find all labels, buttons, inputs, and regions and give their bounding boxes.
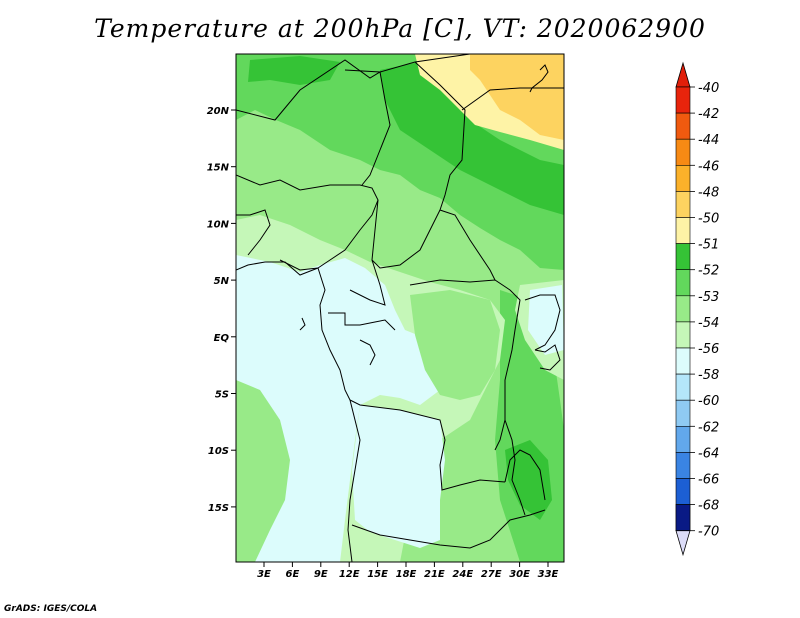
colorbar-swatch — [675, 86, 691, 114]
colorbar-label: -42 — [698, 107, 719, 122]
colorbar-swatch — [675, 269, 691, 297]
lon-tick-label: 27E — [481, 569, 502, 580]
colorbar-label: -44 — [698, 133, 719, 148]
border-line — [351, 509, 546, 549]
colorbar-label: -62 — [698, 420, 719, 435]
colorbar-bottom-arrow — [675, 530, 691, 557]
colorbar-top-arrow — [675, 61, 691, 88]
lat-tick-label: 20N — [207, 106, 230, 117]
lon-axis: 3E 6E 9E 12E 15E 18E 21E 24E 27E 30E 33E — [257, 562, 559, 580]
country-borders — [236, 54, 564, 562]
colorbar-label: -68 — [698, 499, 719, 514]
colorbar-label: -53 — [698, 290, 719, 305]
border-line — [236, 174, 379, 269]
colorbar: -40 -42 -44 -46 -48 -50 -51 -52 -53 -54 -56 -58 -60 -… — [675, 61, 719, 557]
field-level-51-north — [380, 62, 564, 215]
map-frame — [235, 53, 565, 563]
colorbar-label: -40 — [698, 81, 719, 96]
colorbar-swatch — [675, 504, 691, 532]
border-line — [236, 209, 271, 256]
border-line — [299, 317, 306, 331]
border-line — [504, 449, 546, 501]
field-level-53-center — [410, 290, 500, 400]
border-line — [344, 69, 391, 186]
field-level-51-west — [248, 56, 340, 85]
lat-axis: 20N 15N 10N 5N EQ 5S 10S 15S — [207, 106, 236, 514]
colorbar-label: -64 — [698, 446, 719, 461]
colorbar-swatch — [675, 425, 691, 453]
colorbar-label: -58 — [698, 368, 719, 383]
colorbar-swatch — [675, 399, 691, 427]
colorbar-label: -52 — [698, 264, 719, 279]
lon-tick-label: 6E — [286, 569, 300, 580]
lat-tick-label: 10S — [208, 446, 229, 457]
colorbar-swatch — [675, 452, 691, 479]
lon-tick-label: 21E — [424, 569, 445, 580]
colorbar-swatch — [675, 373, 691, 401]
border-line — [347, 399, 361, 562]
field-level-48 — [470, 54, 564, 140]
colorbar-swatch — [675, 295, 691, 323]
colorbar-label: -60 — [698, 394, 719, 409]
border-line — [409, 279, 521, 451]
lat-tick-label: 15S — [208, 503, 229, 514]
border-line — [349, 259, 386, 306]
lon-tick-label: 33E — [538, 569, 559, 580]
colorbar-label: -66 — [698, 473, 719, 488]
lat-tick-label: EQ — [214, 333, 230, 344]
colorbar-label: -70 — [698, 525, 719, 540]
lon-tick-label: 12E — [339, 569, 360, 580]
field-level-56-south — [352, 405, 445, 548]
lon-tick-label: 3E — [257, 569, 271, 580]
colorbar-label: -51 — [698, 238, 719, 253]
lon-tick-label: 24E — [452, 569, 473, 580]
credit-text: GrADS: IGES/COLA — [4, 604, 98, 614]
colorbar-swatch — [675, 478, 691, 505]
colorbar-label: -48 — [698, 185, 719, 200]
lat-tick-label: 15N — [207, 163, 230, 174]
border-line — [529, 64, 549, 93]
lon-tick-label: 15E — [367, 569, 388, 580]
border-line — [461, 87, 564, 111]
colorbar-swatch — [675, 217, 691, 244]
colorbar-label: -56 — [698, 342, 719, 357]
lon-tick-label: 9E — [314, 569, 328, 580]
temperature-field — [236, 54, 564, 562]
border-line — [414, 61, 496, 281]
border-line — [349, 399, 506, 491]
border-line — [371, 199, 441, 269]
lat-tick-label: 10N — [207, 219, 230, 230]
border-line — [534, 344, 561, 371]
map-title: Temperature at 200hPa [C], VT: 202006290… — [94, 14, 706, 43]
border-line — [236, 54, 471, 121]
field-level-56 — [236, 255, 445, 562]
lat-tick-label: 5N — [214, 276, 230, 287]
lon-tick-label: 30E — [509, 569, 530, 580]
colorbar-label: -50 — [698, 212, 719, 227]
border-line — [328, 312, 396, 331]
field-level-53-sw — [236, 380, 290, 562]
field-level-51-se — [505, 440, 552, 520]
colorbar-swatch — [675, 321, 691, 349]
lon-tick-label: 18E — [396, 569, 417, 580]
border-line — [317, 267, 351, 401]
field-level-56-ne — [528, 285, 564, 355]
colorbar-swatch — [675, 347, 691, 375]
colorbar-label: -54 — [698, 316, 719, 331]
border-line — [504, 419, 526, 516]
border-line — [524, 294, 561, 351]
colorbar-swatch — [675, 138, 691, 166]
border-line — [359, 339, 376, 366]
colorbar-swatch — [675, 165, 691, 192]
colorbar-swatch — [675, 243, 691, 271]
border-line — [236, 261, 319, 276]
colorbar-swatch — [675, 191, 691, 218]
colorbar-swatch — [675, 112, 691, 140]
colorbar-label: -46 — [698, 159, 719, 174]
lat-tick-label: 5S — [215, 390, 229, 401]
